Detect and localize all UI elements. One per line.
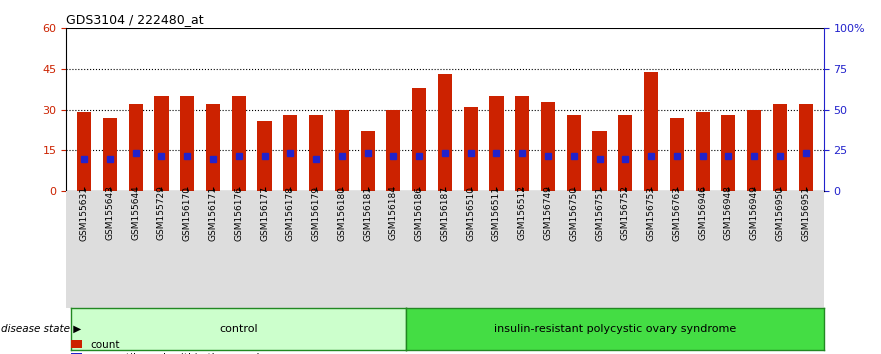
- Bar: [463, 107, 478, 191]
- Bar: [438, 74, 452, 191]
- Bar: [283, 115, 298, 191]
- Text: GDS3104 / 222480_at: GDS3104 / 222480_at: [66, 13, 204, 26]
- Bar: [798, 104, 813, 191]
- Bar: [618, 115, 633, 191]
- Bar: [386, 110, 401, 191]
- Bar: [154, 96, 168, 191]
- Bar: [412, 88, 426, 191]
- Bar: [129, 104, 143, 191]
- Bar: [722, 115, 736, 191]
- Bar: [335, 110, 349, 191]
- Bar: [489, 96, 504, 191]
- Bar: [515, 96, 529, 191]
- Text: control: control: [219, 324, 258, 334]
- Bar: [232, 96, 246, 191]
- Bar: [592, 131, 607, 191]
- Bar: [773, 104, 787, 191]
- Bar: [644, 72, 658, 191]
- Bar: [695, 113, 710, 191]
- Bar: [670, 118, 684, 191]
- Bar: [77, 113, 92, 191]
- Legend: count, percentile rank within the sample: count, percentile rank within the sample: [71, 340, 266, 354]
- Bar: [103, 118, 117, 191]
- Bar: [541, 102, 555, 191]
- Bar: [206, 104, 220, 191]
- Text: insulin-resistant polycystic ovary syndrome: insulin-resistant polycystic ovary syndr…: [494, 324, 737, 334]
- Bar: [360, 131, 374, 191]
- Bar: [180, 96, 195, 191]
- Text: disease state ▶: disease state ▶: [1, 324, 81, 334]
- Bar: [309, 115, 323, 191]
- Bar: [566, 115, 581, 191]
- Bar: [257, 121, 271, 191]
- Bar: [747, 110, 761, 191]
